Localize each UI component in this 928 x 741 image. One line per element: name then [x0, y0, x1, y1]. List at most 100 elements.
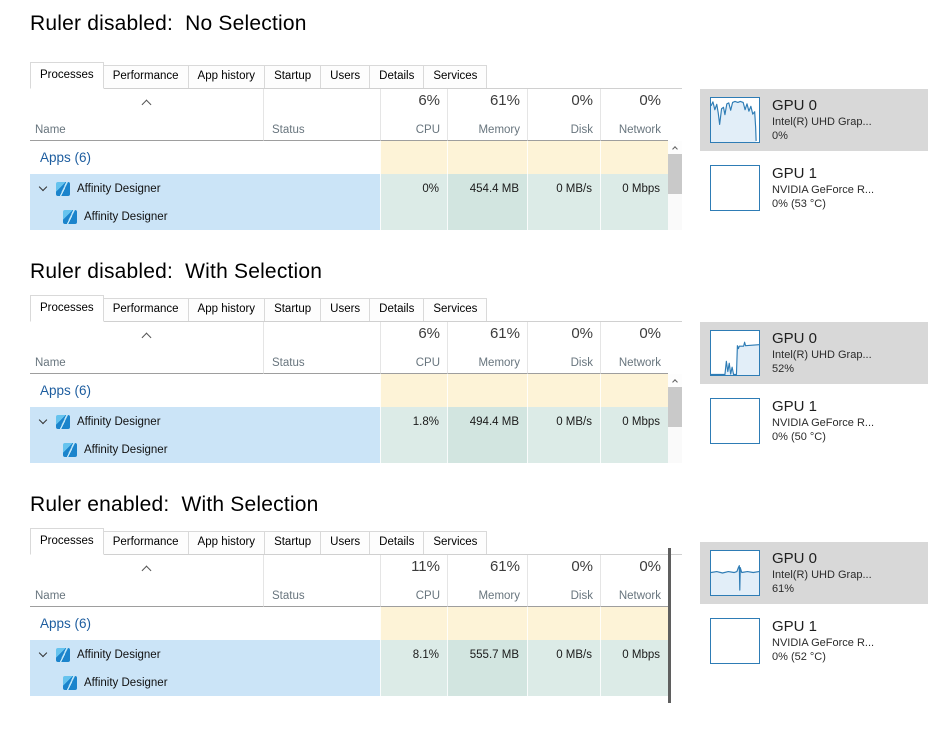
gpu0-title: GPU 0 — [772, 97, 818, 114]
group-header-apps[interactable]: Apps (6) — [40, 150, 92, 165]
tab-app-history[interactable]: App history — [187, 65, 266, 88]
group-network-cell — [600, 374, 668, 407]
tab-processes[interactable]: Processes — [30, 62, 104, 89]
group-header-apps[interactable]: Apps (6) — [40, 616, 92, 631]
tab-app-history[interactable]: App history — [187, 531, 266, 554]
column-header-status[interactable]: Status — [263, 89, 380, 141]
gpu0-item[interactable]: GPU 0 Intel(R) UHD Grap... 61% — [700, 542, 928, 605]
column-header-memory[interactable]: 61% Memory — [447, 89, 527, 141]
column-header-cpu[interactable]: 11% CPU — [380, 555, 447, 607]
gpu0-item[interactable]: GPU 0 Intel(R) UHD Grap... 52% — [700, 322, 928, 385]
group-cpu-cell — [380, 141, 447, 174]
gpu0-sparkline — [710, 550, 760, 596]
column-header-status[interactable]: Status — [263, 555, 380, 607]
tab-services[interactable]: Services — [423, 65, 488, 88]
column-header-network[interactable]: 0% Network — [600, 322, 668, 374]
scrollbar-thumb[interactable] — [668, 387, 682, 427]
network-cell — [600, 669, 668, 696]
gpu1-item[interactable]: GPU 1 NVIDIA GeForce R... 0% (50 °C) — [700, 390, 928, 452]
column-label: Network — [618, 124, 661, 136]
table-row-affinity-designer[interactable]: Affinity Designer — [30, 174, 380, 203]
column-header-memory[interactable]: 61% Memory — [447, 322, 527, 374]
column-label: Network — [618, 357, 661, 369]
tab-services[interactable]: Services — [423, 298, 488, 321]
tab-users[interactable]: Users — [320, 65, 371, 88]
gpu1-usage: 0% (53 °C) — [772, 197, 826, 210]
gpu-panel: GPU 0 Intel(R) UHD Grap... 0% GPU 1 NVID… — [700, 89, 928, 220]
tab-users[interactable]: Users — [320, 298, 371, 321]
column-header-network[interactable]: 0% Network — [600, 89, 668, 141]
tab-details[interactable]: Details — [369, 531, 425, 554]
group-network-cell — [600, 607, 668, 640]
tab-startup[interactable]: Startup — [264, 298, 322, 321]
gpu1-usage: 0% (52 °C) — [772, 650, 826, 663]
column-header-name[interactable]: Name — [30, 89, 263, 141]
column-label: Disk — [570, 357, 593, 369]
tab-startup[interactable]: Startup — [264, 531, 322, 554]
column-header-name[interactable]: Name — [30, 322, 263, 374]
process-name: Affinity Designer — [84, 443, 168, 456]
column-header-name[interactable]: Name — [30, 555, 263, 607]
table-row-affinity-designer-child[interactable]: Affinity Designer — [30, 436, 380, 463]
table-row-affinity-designer[interactable]: Affinity Designer — [30, 640, 380, 669]
total-memory-value: 61% — [489, 558, 520, 575]
process-name: Affinity Designer — [84, 210, 168, 223]
group-cpu-cell — [380, 374, 447, 407]
tab-processes[interactable]: Processes — [30, 528, 104, 555]
total-cpu-value: 6% — [418, 325, 440, 342]
network-cell — [600, 203, 668, 230]
gpu1-item[interactable]: GPU 1 NVIDIA GeForce R... 0% (53 °C) — [700, 157, 928, 219]
table-row-affinity-designer-child[interactable]: Affinity Designer — [30, 203, 380, 230]
tab-users[interactable]: Users — [320, 531, 371, 554]
gpu0-item[interactable]: GPU 0 Intel(R) UHD Grap... 0% — [700, 89, 928, 152]
tab-performance[interactable]: Performance — [102, 298, 189, 321]
sort-ascending-icon — [141, 332, 152, 343]
column-header-network[interactable]: 0% Network — [600, 555, 668, 607]
scrollbar-up-icon[interactable] — [668, 141, 682, 154]
column-header-status[interactable]: Status — [263, 322, 380, 374]
section-ruler-disabled-with-selection: Ruler disabled: With Selection Processes… — [30, 260, 928, 463]
gpu1-item[interactable]: GPU 1 NVIDIA GeForce R... 0% (52 °C) — [700, 610, 928, 672]
scrollbar[interactable] — [668, 322, 682, 463]
disk-cell — [527, 436, 600, 463]
group-header-apps[interactable]: Apps (6) — [40, 383, 92, 398]
tab-details[interactable]: Details — [369, 298, 425, 321]
column-label: Memory — [478, 124, 520, 136]
process-name: Affinity Designer — [77, 415, 161, 428]
table-row-affinity-designer-child[interactable]: Affinity Designer — [30, 669, 380, 696]
memory-cell: 454.4 MB — [447, 174, 527, 203]
tab-performance[interactable]: Performance — [102, 531, 189, 554]
tab-performance[interactable]: Performance — [102, 65, 189, 88]
tab-app-history[interactable]: App history — [187, 298, 266, 321]
column-header-disk[interactable]: 0% Disk — [527, 555, 600, 607]
scrollbar[interactable] — [668, 89, 682, 230]
process-table: Name Status 6% CPU 61% Memory — [30, 89, 668, 230]
tab-strip: Processes Performance App history Startu… — [30, 526, 682, 555]
column-header-disk[interactable]: 0% Disk — [527, 322, 600, 374]
gpu-panel: GPU 0 Intel(R) UHD Grap... 52% GPU 1 NVI… — [700, 322, 928, 453]
chevron-down-icon[interactable] — [38, 648, 48, 658]
column-header-cpu[interactable]: 6% CPU — [380, 89, 447, 141]
disk-cell: 0 MB/s — [527, 640, 600, 669]
scrollbar-up-icon[interactable] — [668, 374, 682, 387]
scrollbar-thumb[interactable] — [668, 154, 682, 194]
sparkline-fill — [711, 565, 759, 595]
column-header-disk[interactable]: 0% Disk — [527, 89, 600, 141]
gpu1-title: GPU 1 — [772, 618, 818, 636]
affinity-designer-icon — [56, 414, 70, 429]
table-row-affinity-designer[interactable]: Affinity Designer — [30, 407, 380, 436]
column-label: Network — [618, 590, 661, 602]
column-header-memory[interactable]: 61% Memory — [447, 555, 527, 607]
gpu0-usage: 61% — [772, 582, 795, 595]
tab-details[interactable]: Details — [369, 65, 425, 88]
column-label: CPU — [415, 590, 440, 602]
chevron-down-icon[interactable] — [38, 415, 48, 425]
column-header-cpu[interactable]: 6% CPU — [380, 322, 447, 374]
tab-processes[interactable]: Processes — [30, 295, 104, 322]
gpu0-description: Intel(R) UHD Grap... — [772, 568, 872, 581]
chevron-down-icon[interactable] — [38, 182, 48, 192]
group-memory-cell — [447, 374, 527, 407]
gpu1-description: NVIDIA GeForce R... — [772, 184, 875, 196]
tab-services[interactable]: Services — [423, 531, 488, 554]
tab-startup[interactable]: Startup — [264, 65, 322, 88]
